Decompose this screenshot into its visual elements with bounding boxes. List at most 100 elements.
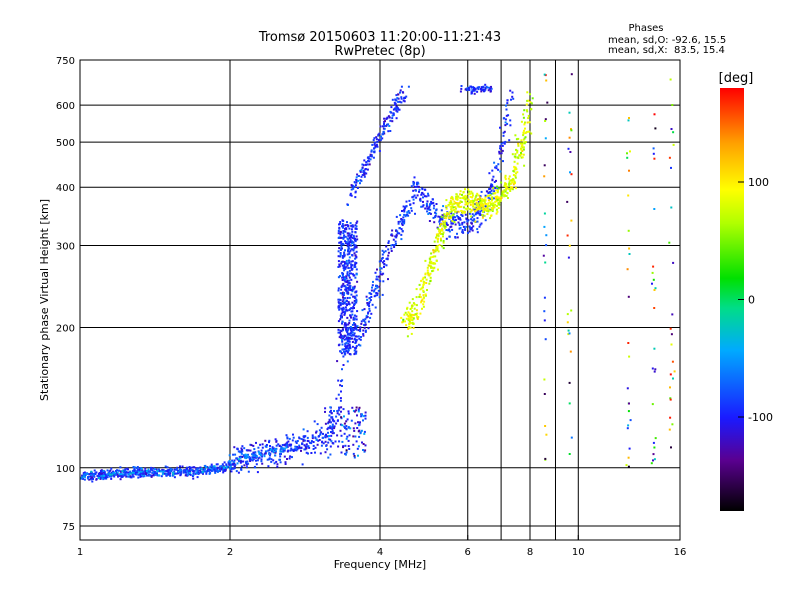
echo-point [347, 349, 350, 352]
echo-point [450, 212, 453, 215]
echo-point [461, 212, 464, 214]
echo-point [382, 125, 384, 128]
echo-point [309, 441, 311, 444]
echo-point [403, 313, 406, 316]
echo-point [439, 237, 442, 240]
echo-point [408, 301, 411, 304]
echo-point [324, 440, 327, 443]
echo-point [503, 130, 506, 133]
echo-point [420, 299, 423, 302]
echo-point [361, 163, 364, 166]
echo-point [141, 472, 144, 475]
echo-point [189, 470, 192, 473]
echo-point [451, 196, 454, 199]
echo-point [116, 469, 118, 472]
echo-point [169, 474, 172, 477]
echo-point [480, 222, 483, 225]
echo-point [441, 223, 444, 226]
echo-point [364, 449, 367, 452]
echo-point [355, 315, 358, 318]
echo-point [373, 137, 376, 140]
echo-point [449, 199, 452, 202]
echo-point [504, 174, 507, 177]
echo-point [461, 229, 464, 231]
echo-point [445, 199, 448, 202]
echo-point [385, 257, 388, 260]
echo-point [419, 197, 422, 200]
echo-point [525, 103, 528, 106]
echo-point [378, 285, 381, 288]
echo-point [478, 202, 481, 205]
echo-point [355, 409, 358, 412]
echo-point [152, 471, 155, 474]
echo-point [522, 113, 525, 116]
echo-point [346, 280, 349, 283]
echo-point [418, 190, 420, 193]
echo-point [363, 308, 366, 311]
echo-point [469, 226, 471, 229]
echo-point [349, 286, 352, 289]
echo-point [247, 456, 250, 459]
echo-point [268, 439, 271, 442]
echo-point [337, 287, 340, 290]
echo-point [526, 99, 529, 102]
echo-point [329, 427, 332, 430]
echo-point [304, 445, 307, 448]
echo-point [483, 199, 486, 202]
echo-point [367, 156, 370, 159]
echo-point [383, 266, 385, 268]
echo-point [348, 322, 351, 324]
echo-point [350, 233, 353, 236]
echo-point [400, 316, 403, 319]
echo-point [399, 89, 402, 92]
echo-point [343, 432, 346, 435]
echo-point [450, 210, 453, 213]
echo-point [345, 425, 348, 427]
echo-point [298, 444, 301, 447]
echo-point [443, 213, 446, 216]
echo-point [244, 453, 247, 456]
echo-point [458, 205, 461, 208]
echo-point [140, 475, 143, 478]
echo-point [489, 90, 492, 93]
y-tick-label: 400 [56, 183, 75, 194]
echo-point [380, 267, 383, 270]
echo-point [254, 453, 257, 456]
echo-point [350, 188, 353, 191]
echo-point [350, 260, 353, 263]
echo-point [342, 225, 345, 227]
echo-point [381, 257, 383, 260]
echo-point [426, 210, 429, 213]
echo-point [353, 456, 356, 459]
echo-point [363, 432, 366, 435]
echo-point [354, 435, 357, 438]
echo-point [346, 360, 349, 363]
echo-point [491, 196, 494, 199]
echo-point [346, 330, 349, 333]
echo-point [370, 293, 373, 296]
echo-point [339, 384, 342, 387]
echo-point [500, 198, 502, 201]
echo-point [477, 201, 480, 204]
echo-point [353, 337, 356, 340]
echo-point [125, 471, 128, 474]
echo-point [412, 202, 415, 205]
echo-point [403, 220, 406, 223]
echo-point [132, 466, 135, 468]
echo-point [133, 467, 136, 470]
echo-point [456, 236, 459, 239]
echo-point [545, 433, 548, 436]
echo-point [425, 205, 428, 208]
echo-point [486, 206, 489, 208]
echo-point [459, 200, 462, 203]
echo-point [520, 156, 523, 159]
echo-point [365, 295, 368, 298]
echo-point [122, 473, 125, 476]
echo-point [352, 288, 355, 291]
echo-point [303, 448, 306, 451]
echo-point [189, 467, 191, 470]
echo-point [348, 434, 351, 437]
echo-point [423, 281, 426, 284]
echo-point [221, 468, 224, 471]
echo-point [412, 323, 415, 325]
